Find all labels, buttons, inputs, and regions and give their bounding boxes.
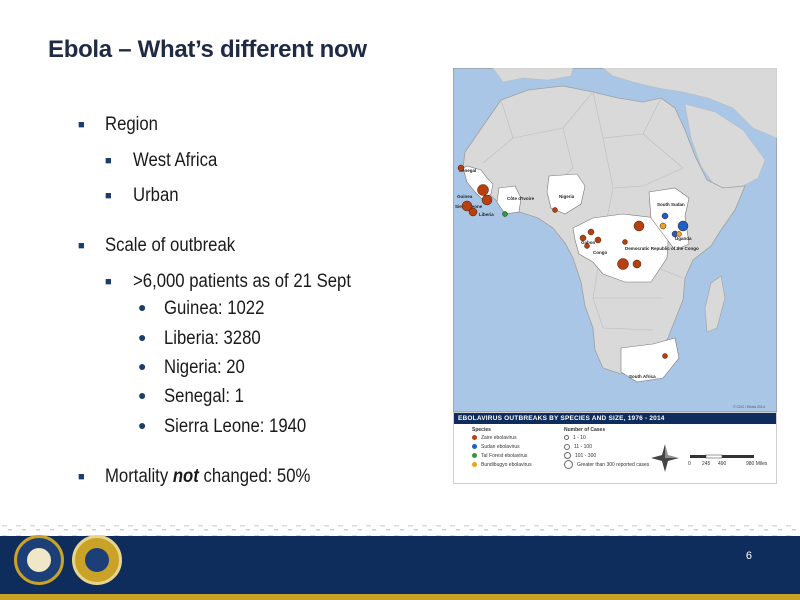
outbreak-marker [552,207,558,213]
label-senegal: Senegal [459,168,476,173]
legend-cases-header: Number of Cases [564,427,606,433]
highlight-cote-divoire [496,185,522,215]
label-congo: Congo [593,250,607,255]
slide-title: Ebola – What’s different now [48,36,367,63]
bullet-liberia: ● Liberia: 3280 [138,328,274,350]
label-drc: Democratic Republic of the Congo [625,246,699,251]
outbreak-marker [659,222,667,230]
legend-sizes: Number of Cases 1 - 10 11 - 100 101 - 30… [564,427,650,469]
bullet-text: West Africa [133,150,218,171]
outbreak-marker [633,220,645,232]
size-ring-icon [564,460,573,469]
size-ring-icon [564,452,571,459]
sudan-swatch-icon [472,444,477,449]
bullet-text: Sierra Leone: 1940 [164,416,307,437]
label-guinea: Guinea [457,194,473,199]
scale-tick: 490 [718,461,727,467]
legend-species-header: Species [472,427,491,433]
outbreak-marker [457,164,465,172]
bullet-marker-icon: ■ [78,119,85,131]
scale-bar: 0 245 490 980 Miles [688,454,768,467]
outbreak-marker [677,220,689,232]
outbreak-marker [477,184,489,196]
outbreak-marker [632,259,642,269]
outbreak-marker [661,212,669,220]
map-credit: © CDC / Ebola 2014 [733,405,765,409]
bullet-text: Urban [133,185,179,206]
bullet-senegal: ● Senegal: 1 [138,386,255,408]
bullet-text: Liberia: 3280 [164,328,261,349]
outbreak-marker [594,236,602,244]
bullet-text: Senegal: 1 [164,386,244,407]
bullet-sierra-leone: ● Sierra Leone: 1940 [138,416,326,438]
bullet-patients: ■ >6,000 patients as of 21 Sept [105,271,381,293]
scale-tick: 245 [702,461,711,467]
bullet-marker-icon: ■ [105,276,112,288]
bullet-dot-icon: ● [138,387,147,403]
bullet-marker-icon: ■ [105,155,112,167]
bullet-west-africa: ■ West Africa [105,150,229,172]
bullet-scale: ■ Scale of outbreak [78,235,253,257]
outbreak-marker [481,194,493,206]
map-legend: EBOLAVIRUS OUTBREAKS BY SPECIES AND SIZE… [453,412,777,484]
legend-title: EBOLAVIRUS OUTBREAKS BY SPECIES AND SIZE… [454,413,776,424]
compass-rose-icon [651,444,679,472]
legend-species: Species Zaire ebolavirus Sudan ebolaviru… [472,427,532,468]
bullet-marker-icon: ■ [78,240,85,252]
bullet-guinea: ● Guinea: 1022 [138,298,278,320]
outbreak-marker [502,211,508,217]
outbreak-marker [676,231,682,237]
outbreak-marker [662,353,668,359]
outbreak-marker [584,243,590,249]
africa-outbreak-map: Senegal Guinea Sierra Leone Liberia Côte… [453,68,777,412]
bullet-dot-icon: ● [138,417,147,433]
label-uganda: Uganda [675,236,692,241]
size-ring-icon [564,435,569,440]
highlight-congo-drc [572,213,670,283]
outbreak-marker [622,239,628,245]
bullet-text: >6,000 patients as of 21 Sept [133,271,351,292]
bullet-dot-icon: ● [138,299,147,315]
bullet-nigeria: ● Nigeria: 20 [138,357,256,379]
label-nigeria: Nigeria [559,194,575,199]
zaire-swatch-icon [472,435,477,440]
outbreak-marker [579,234,587,242]
bullet-urban: ■ Urban [105,185,185,207]
label-south-sudan: South Sudan [657,202,685,207]
footer-band [0,522,800,600]
label-cote-divoire: Côte d'Ivoire [507,196,535,201]
highlight-south-africa [620,337,680,383]
label-south-africa: South Africa [629,374,656,379]
scale-tick: 0 [688,461,691,467]
bullet-mortality: ■ Mortality not changed: 50% [78,466,338,488]
label-liberia: Liberia [479,212,494,217]
outbreak-marker [617,258,629,270]
tai-forest-swatch-icon [472,453,477,458]
label-gabon: Gabon [581,240,596,245]
bullet-text: Mortality not changed: 50% [105,466,311,487]
bullet-text: Scale of outbreak [105,235,236,256]
bullet-marker-icon: ■ [78,471,85,483]
size-ring-icon [564,443,570,450]
bundibugyo-swatch-icon [472,462,477,467]
bullet-dot-icon: ● [138,358,147,374]
bullet-marker-icon: ■ [105,190,112,202]
scale-tick: 980 Miles [746,461,768,467]
medical-corps-seal-logo [72,535,122,585]
bullet-text: Nigeria: 20 [164,357,245,378]
bullet-text: Guinea: 1022 [164,298,265,319]
outbreak-marker [587,228,595,236]
slide-number: 6 [745,550,752,562]
bullet-region: ■ Region [78,114,165,136]
madagascar [704,275,726,333]
highlight-nigeria [546,173,586,215]
outbreak-marker [468,207,478,217]
outbreak-marker [461,200,473,212]
navy-seal-logo [14,535,64,585]
bullet-text: Region [105,114,158,135]
bullet-dot-icon: ● [138,329,147,345]
